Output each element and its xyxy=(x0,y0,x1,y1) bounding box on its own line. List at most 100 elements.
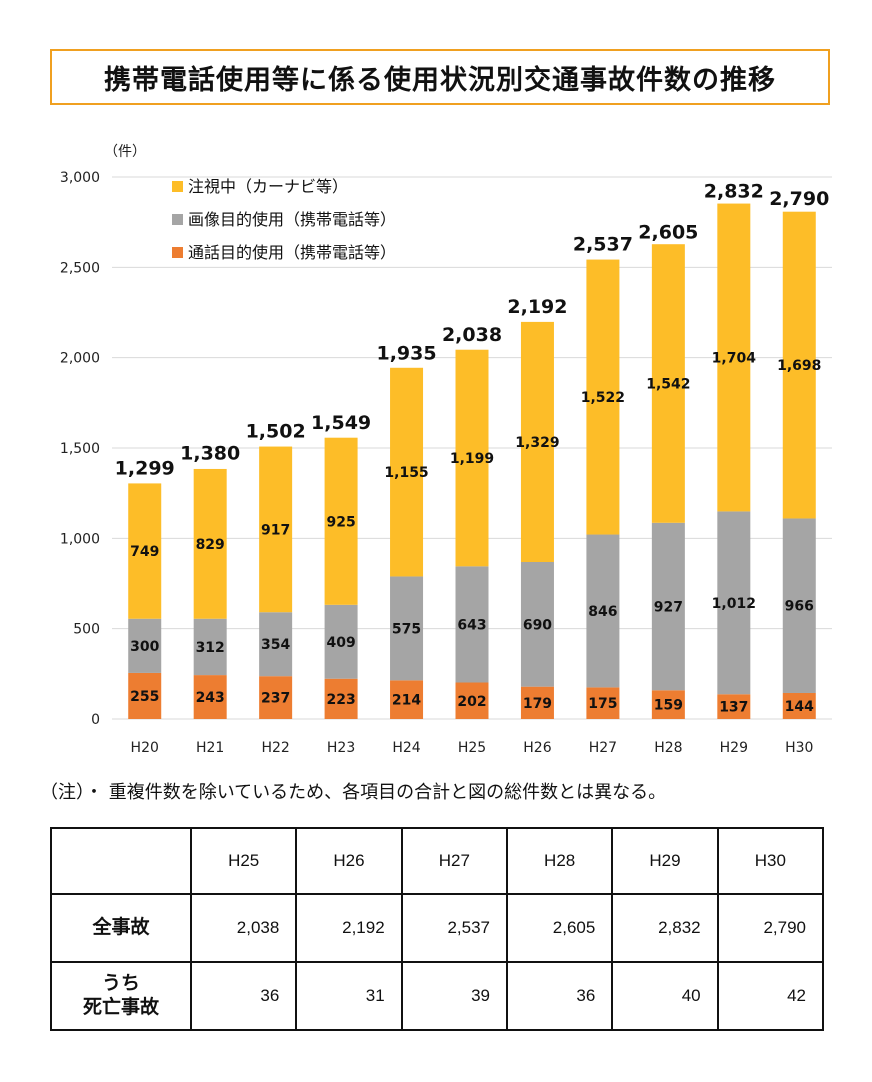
total-label: 1,380 xyxy=(180,443,240,465)
data-label: 1,522 xyxy=(581,390,625,406)
y-tick-label: 1,000 xyxy=(60,531,100,547)
table-cell: 2,038 xyxy=(189,893,298,963)
bar-segment xyxy=(324,678,358,719)
data-label: 137 xyxy=(719,700,748,716)
bar-segment xyxy=(128,483,162,619)
footnote: （注）・ 重複件数を除いているため、各項目の合計と図の総件数とは異なる。 xyxy=(40,782,667,803)
table-header-cell: H30 xyxy=(716,827,825,895)
data-label: 1,704 xyxy=(712,350,757,366)
bar-segment xyxy=(259,676,293,719)
row-label-fatal-accidents: うち 死亡事故 xyxy=(50,961,192,1031)
bar-segment xyxy=(717,511,751,695)
bar-segment xyxy=(717,203,751,512)
data-label: 749 xyxy=(130,544,159,560)
data-label: 179 xyxy=(523,696,552,712)
table-row: 全事故 2,038 2,192 2,537 2,605 2,832 2,790 xyxy=(50,893,825,963)
legend-swatch xyxy=(172,247,183,258)
bar-segment xyxy=(193,675,227,719)
data-label: 312 xyxy=(196,640,225,656)
x-tick-label: H28 xyxy=(654,740,682,756)
y-unit-label: （件） xyxy=(104,144,146,160)
bar-segment xyxy=(586,534,620,688)
bar-segment xyxy=(520,321,554,563)
y-tick-label: 2,500 xyxy=(60,260,100,276)
table-header-cell: H28 xyxy=(505,827,614,895)
table-corner-cell xyxy=(50,827,192,895)
legend-label: 画像目的使用（携帯電話等） xyxy=(188,210,396,229)
data-label: 214 xyxy=(392,693,421,709)
legend-swatch xyxy=(172,181,183,192)
bar-segment xyxy=(193,468,227,619)
bar-segment xyxy=(324,604,358,679)
total-label: 2,790 xyxy=(769,188,829,210)
data-label: 1,155 xyxy=(384,465,428,481)
table-cell: 2,537 xyxy=(400,893,508,963)
bar-segment xyxy=(782,211,816,519)
table-header-cell: H25 xyxy=(189,827,298,895)
bar-segment xyxy=(455,682,489,719)
total-label: 2,832 xyxy=(704,180,764,202)
data-label: 237 xyxy=(261,691,290,707)
x-tick-label: H23 xyxy=(327,740,355,756)
total-label: 2,038 xyxy=(442,324,502,346)
x-tick-label: H27 xyxy=(589,740,617,756)
x-tick-label: H21 xyxy=(196,740,224,756)
table-cell: 2,790 xyxy=(716,893,825,963)
data-label: 917 xyxy=(261,522,290,538)
bar-segment xyxy=(259,446,293,613)
table-cell: 36 xyxy=(505,961,614,1031)
table-header-cell: H26 xyxy=(295,827,403,895)
data-label: 643 xyxy=(457,617,486,633)
x-tick-label: H29 xyxy=(720,740,748,756)
table-cell: 31 xyxy=(295,961,403,1031)
table-header-cell: H27 xyxy=(400,827,508,895)
x-tick-label: H30 xyxy=(785,740,813,756)
data-label: 144 xyxy=(785,699,814,715)
total-label: 2,537 xyxy=(573,234,633,256)
bar-segment xyxy=(651,522,685,691)
data-label: 690 xyxy=(523,617,552,633)
bar-segment xyxy=(520,562,554,687)
table-cell: 42 xyxy=(716,961,825,1031)
data-label: 1,329 xyxy=(515,435,559,451)
data-label: 354 xyxy=(261,637,290,653)
bar-segment xyxy=(782,692,816,719)
bar-segment xyxy=(128,672,162,719)
bar-segment xyxy=(586,259,620,535)
data-label: 243 xyxy=(196,690,225,706)
data-label: 1,012 xyxy=(712,596,756,612)
row-label-line: うち xyxy=(101,972,140,995)
bar-segment xyxy=(390,367,424,577)
x-tick-label: H26 xyxy=(523,740,551,756)
table-header-row: H25 H26 H27 H28 H29 H30 xyxy=(50,827,825,895)
row-label-all-accidents: 全事故 xyxy=(50,893,192,963)
data-label: 1,698 xyxy=(777,358,821,374)
data-label: 925 xyxy=(326,514,355,530)
table-cell: 39 xyxy=(400,961,508,1031)
chart-title: 携帯電話使用等に係る使用状況別交通事故件数の推移 xyxy=(50,49,830,105)
summary-table: H25 H26 H27 H28 H29 H30 全事故 2,038 2,192 … xyxy=(50,827,825,1031)
table-cell: 2,605 xyxy=(505,893,614,963)
data-label: 966 xyxy=(785,599,814,615)
total-label: 2,192 xyxy=(507,296,567,318)
y-tick-label: 500 xyxy=(73,622,100,638)
data-label: 1,199 xyxy=(450,451,494,467)
data-label: 829 xyxy=(196,537,225,553)
y-tick-label: 2,000 xyxy=(60,351,100,367)
x-tick-label: H25 xyxy=(458,740,486,756)
bar-segment xyxy=(586,687,620,719)
bar-segment xyxy=(128,618,162,673)
data-label: 255 xyxy=(130,689,159,705)
total-label: 1,502 xyxy=(246,421,306,443)
bar-segment xyxy=(782,518,816,693)
data-label: 1,542 xyxy=(646,377,690,393)
bar-segment xyxy=(455,349,489,567)
bar-segment xyxy=(193,618,227,676)
bar-segment xyxy=(651,690,685,719)
legend-swatch xyxy=(172,214,183,225)
table-header-cell: H29 xyxy=(611,827,719,895)
data-label: 175 xyxy=(588,696,617,712)
y-tick-label: 3,000 xyxy=(60,170,100,186)
row-label-line: 死亡事故 xyxy=(82,996,159,1018)
data-label: 202 xyxy=(457,694,486,710)
